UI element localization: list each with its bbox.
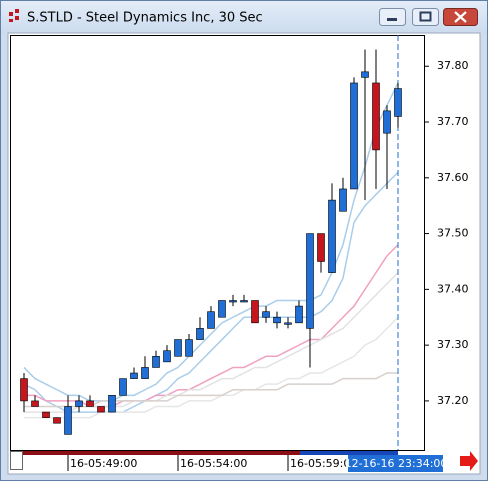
candle-body xyxy=(350,82,358,190)
candle-body xyxy=(328,199,336,273)
candle-body xyxy=(42,411,50,418)
y-tick-label: 37.50 xyxy=(437,227,469,240)
candle-body xyxy=(196,328,204,340)
x-tick-label: 16-05:49:00 xyxy=(70,457,137,470)
candle-body xyxy=(218,300,226,318)
candle-body xyxy=(163,350,171,363)
timeline-bar xyxy=(10,451,300,455)
y-tick-label: 37.80 xyxy=(437,59,469,72)
candle-body xyxy=(141,367,149,379)
y-tick-label: 37.30 xyxy=(437,338,469,351)
scroll-right-arrow[interactable] xyxy=(460,451,478,471)
candle-body xyxy=(108,395,116,413)
current-time-box xyxy=(348,455,443,472)
candle-body xyxy=(97,406,105,413)
app-icon xyxy=(9,9,19,22)
candle-body xyxy=(317,233,325,262)
candle-body xyxy=(75,400,83,407)
candle-body xyxy=(53,417,61,424)
maximize-button[interactable] xyxy=(412,8,439,26)
candle-body xyxy=(284,322,292,325)
candle-body xyxy=(339,188,347,212)
candle-body xyxy=(31,400,39,407)
indicator-line xyxy=(23,171,399,413)
candle-body xyxy=(262,311,270,318)
candle-body xyxy=(251,300,259,324)
current-time-label: 12-16-16 23:34:00 xyxy=(345,457,448,470)
timeline-bar xyxy=(300,451,398,455)
candle-body xyxy=(64,406,72,435)
candle-body xyxy=(119,378,127,396)
candle-body xyxy=(240,300,248,303)
x-tick-label: 16-05:54:00 xyxy=(180,457,247,470)
scroll-thumb[interactable] xyxy=(10,451,23,470)
candle-body xyxy=(20,378,28,402)
candle-body xyxy=(229,300,237,303)
candle-body xyxy=(295,305,303,324)
window-title: S.STLD - Steel Dynamics Inc, 30 Sec xyxy=(27,11,263,26)
minimize-button[interactable] xyxy=(379,8,406,26)
candle-body xyxy=(174,339,182,357)
indicator-line xyxy=(24,316,399,419)
candle-body xyxy=(185,339,193,357)
candle-body xyxy=(306,233,314,329)
candle-body xyxy=(152,355,160,368)
plot-area xyxy=(10,35,425,451)
close-button[interactable] xyxy=(443,8,478,26)
candle-body xyxy=(86,400,94,407)
candle-body xyxy=(130,372,138,379)
candle-body xyxy=(207,311,215,329)
candle-body xyxy=(273,316,281,324)
y-tick-label: 37.60 xyxy=(437,171,469,184)
candle-body xyxy=(383,110,391,134)
y-tick-label: 37.20 xyxy=(437,394,469,407)
plot-layer xyxy=(20,35,402,450)
candle-body xyxy=(361,71,369,78)
candle-body xyxy=(394,88,402,117)
y-tick-label: 37.70 xyxy=(437,115,469,128)
candle-body xyxy=(372,82,380,151)
y-tick-label: 37.40 xyxy=(437,282,469,295)
x-tick-label: 16-05:59:00 xyxy=(290,457,357,470)
